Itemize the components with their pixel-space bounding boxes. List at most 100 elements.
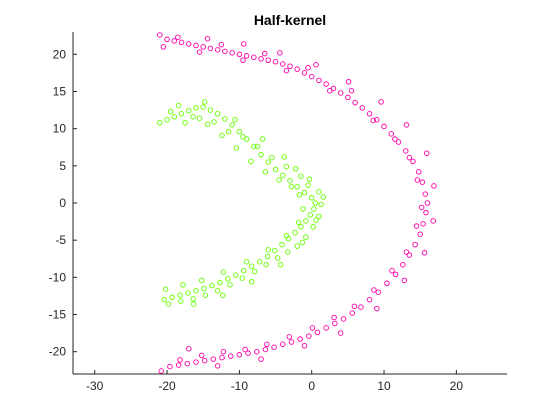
data-point (271, 344, 277, 350)
data-point (400, 261, 406, 268)
data-point (392, 136, 398, 142)
data-point (178, 298, 184, 304)
data-point (178, 39, 185, 46)
data-point (286, 334, 293, 340)
data-point (277, 50, 283, 56)
data-point (300, 206, 306, 212)
data-point (265, 247, 272, 253)
data-point (261, 50, 268, 57)
data-point (171, 38, 178, 44)
data-point (308, 195, 315, 201)
data-point (301, 70, 308, 76)
data-point (240, 134, 246, 140)
data-point (316, 77, 322, 84)
data-point (294, 183, 300, 190)
data-point (366, 111, 373, 117)
data-point (417, 231, 423, 237)
data-point (157, 119, 163, 126)
data-point (248, 279, 255, 285)
data-point (193, 105, 199, 111)
data-point (295, 219, 302, 226)
data-point (177, 357, 183, 363)
data-point (236, 51, 243, 58)
data-point (162, 286, 169, 292)
data-point (200, 44, 206, 50)
data-point (239, 275, 246, 281)
data-point (165, 301, 172, 307)
data-point (167, 108, 174, 115)
data-point (323, 81, 329, 87)
data-point (198, 277, 205, 284)
data-point (264, 253, 271, 260)
data-point (301, 189, 308, 196)
data-point (240, 267, 247, 274)
series-1 (157, 32, 437, 374)
data-point (243, 53, 250, 59)
data-point (316, 189, 322, 195)
x-tick-label: -20 (158, 379, 176, 393)
data-point (232, 272, 239, 278)
data-point (389, 267, 395, 274)
data-point (175, 34, 181, 40)
data-point (293, 166, 299, 172)
data-point (185, 41, 192, 47)
data-point (370, 117, 376, 124)
data-point (309, 325, 316, 331)
data-point (310, 224, 316, 230)
data-point (298, 173, 304, 179)
data-point (297, 336, 303, 342)
data-point (227, 282, 233, 288)
data-point (201, 357, 208, 364)
data-point (280, 172, 286, 179)
data-point (331, 314, 337, 321)
data-point (395, 139, 402, 145)
data-point (366, 296, 373, 303)
y-tick-label: 0 (59, 196, 66, 210)
data-point (423, 150, 430, 156)
data-point (233, 145, 240, 151)
data-point (160, 44, 167, 50)
data-point (200, 104, 206, 110)
data-point (258, 356, 264, 362)
data-point (416, 169, 422, 175)
data-point (272, 166, 279, 173)
plot-area (157, 32, 437, 374)
data-point (384, 280, 390, 287)
data-point (263, 261, 269, 268)
data-point (276, 177, 282, 183)
data-point (424, 200, 431, 206)
data-point (374, 305, 380, 312)
y-tick-label: -20 (49, 345, 67, 359)
data-point (345, 79, 352, 85)
data-point (371, 287, 377, 293)
data-point (219, 132, 225, 139)
data-point (243, 258, 250, 265)
data-point (294, 66, 300, 72)
y-tick-label: -5 (55, 233, 66, 247)
data-point (306, 333, 312, 339)
data-point (406, 154, 413, 161)
data-point (274, 255, 281, 261)
data-point (288, 339, 295, 345)
data-point (158, 368, 164, 374)
data-point (301, 343, 308, 349)
data-point (348, 87, 355, 94)
data-point (214, 363, 221, 369)
data-point (352, 99, 358, 106)
data-point (251, 143, 257, 150)
data-point (201, 285, 207, 292)
data-point (211, 119, 217, 125)
data-point (182, 119, 188, 126)
data-point (311, 206, 317, 212)
x-tick-label: 0 (308, 379, 315, 393)
data-point (265, 57, 272, 64)
data-point (313, 217, 319, 223)
data-point (229, 50, 235, 56)
data-point (164, 36, 170, 43)
data-point (280, 341, 286, 348)
data-point (225, 276, 231, 282)
data-point (272, 58, 279, 65)
data-point (332, 320, 338, 327)
data-point (177, 292, 183, 298)
data-point (406, 252, 413, 258)
